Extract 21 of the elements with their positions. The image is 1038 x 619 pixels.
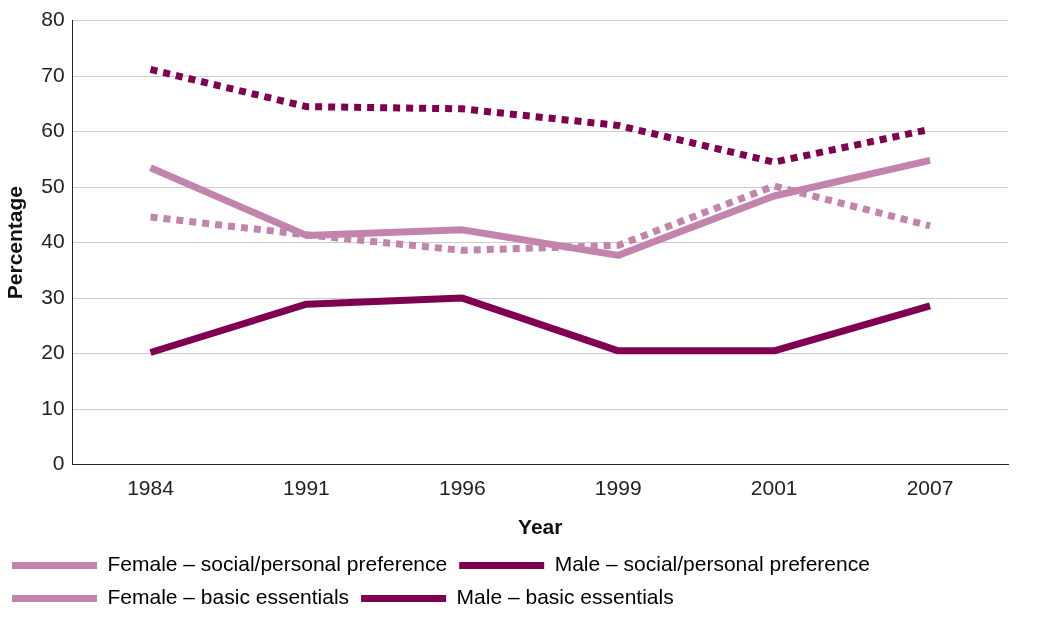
x-tick-label: 1984 — [127, 476, 175, 499]
y-tick-label: 30 — [41, 284, 65, 308]
legend-label: Female – social/personal preference — [107, 552, 448, 576]
x-tick-label: 1996 — [438, 476, 486, 499]
x-axis-title: Year — [518, 515, 563, 539]
legend-label: Male – social/personal preference — [554, 552, 870, 576]
y-tick-label: 70 — [41, 62, 65, 86]
x-tick-label: 2001 — [750, 476, 798, 499]
x-tick-label: 1991 — [283, 476, 330, 499]
x-tick-label: 1999 — [594, 476, 642, 499]
x-tick-label: 2007 — [906, 476, 954, 499]
legend-label: Female – basic essentials — [107, 585, 350, 609]
y-tick-label: 10 — [41, 395, 65, 419]
y-tick-label: 0 — [52, 451, 65, 475]
y-axis-title: Percentage — [3, 185, 27, 300]
y-tick-label: 60 — [41, 118, 65, 142]
y-tick-label: 20 — [41, 340, 65, 364]
y-tick-label: 80 — [41, 7, 65, 31]
y-tick-label: 50 — [41, 173, 65, 197]
y-tick-label: 40 — [41, 229, 65, 253]
legend-label: Male – basic essentials — [456, 585, 674, 609]
